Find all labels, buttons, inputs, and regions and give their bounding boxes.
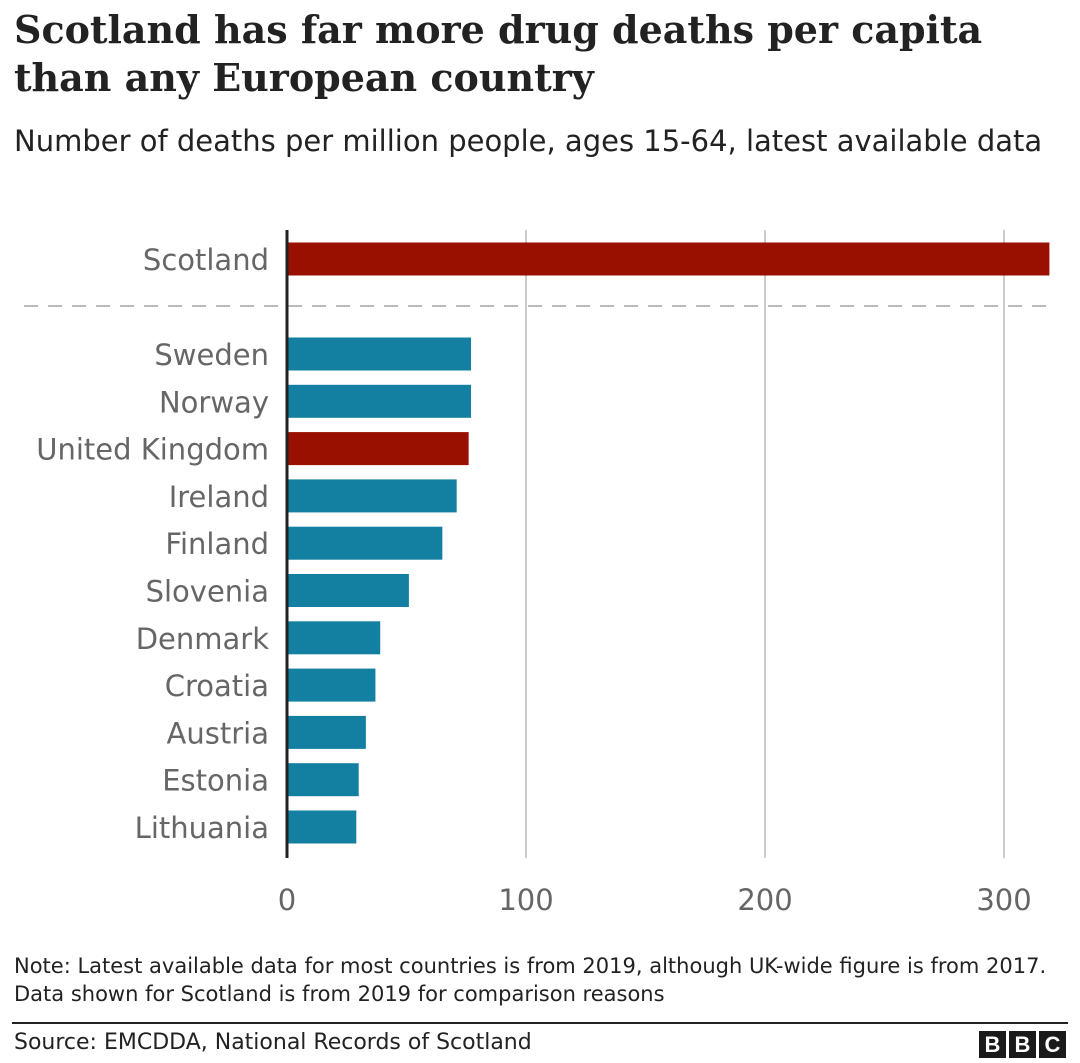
footer-divider [12,1022,1068,1024]
bar-chart: Scotland Sweden Norway United Kingdom Irelan… [24,230,1050,917]
category-label: Austria [167,716,269,750]
category-label: Denmark [136,622,269,656]
bar-austria [287,715,366,749]
bar-finland [287,526,443,560]
logo-letter: B [1009,1031,1036,1058]
logo-letter: B [979,1031,1006,1058]
bar-united-kingdom [287,432,469,466]
bar-slovenia [287,574,409,607]
category-label: United Kingdom [36,433,269,467]
category-label: Ireland [169,480,269,514]
bar-ireland [287,479,457,513]
x-tick-label: 100 [498,883,553,917]
bar-denmark [287,621,381,655]
category-label: Scotland [143,243,269,277]
source-text: Source: EMCDDA, National Records of Scot… [14,1030,532,1055]
bar-sweden [287,337,472,371]
category-label: Sweden [154,338,269,372]
x-tick-label: 0 [278,883,296,917]
bar-scotland [287,242,1050,276]
category-label: Estonia [162,764,269,798]
bar-norway [287,384,472,418]
category-label: Norway [159,385,269,419]
category-label: Slovenia [146,575,269,609]
bar-croatia [287,668,376,702]
category-label: Finland [165,527,269,561]
bar-estonia [287,763,359,797]
logo-letter: C [1039,1031,1066,1058]
chart-title: Scotland has far more drug deaths per ca… [14,7,983,100]
category-label: Lithuania [135,811,269,845]
chart-note: Note: Latest available data for most cou… [14,954,1047,1006]
x-tick-label: 200 [737,883,792,917]
chart-subtitle: Number of deaths per million people, age… [14,124,1043,158]
bbc-logo: B B C [979,1031,1066,1058]
bar-lithuania [287,810,357,844]
category-label: Croatia [165,669,269,703]
x-tick-label: 300 [976,883,1031,917]
